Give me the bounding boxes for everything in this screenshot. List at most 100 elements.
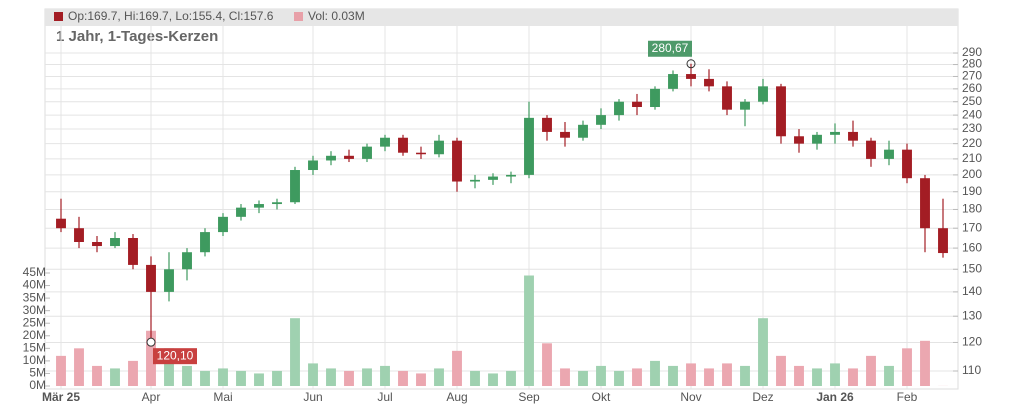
candle-body <box>506 175 516 177</box>
volume-tick-label: 10M <box>23 353 46 367</box>
candle-body <box>632 102 642 107</box>
volume-tick-label: 15M <box>23 341 46 355</box>
candle-body <box>650 89 660 107</box>
y-tick-label: 240 <box>962 107 982 121</box>
candle-body <box>830 132 840 135</box>
candle-body <box>578 125 588 138</box>
volume-bar <box>218 368 228 386</box>
candle-body <box>848 132 858 141</box>
x-tick-label: Jan 26 <box>816 390 854 404</box>
candle-body <box>758 86 768 101</box>
x-tick-label: Mär 25 <box>42 390 80 404</box>
candle-body <box>416 153 426 155</box>
y-tick-label: 180 <box>962 202 982 216</box>
volume-bar <box>182 366 192 386</box>
y-tick-label: 250 <box>962 94 982 108</box>
subtitle: 1 Jahr, 1-Tages-Kerzen <box>56 28 218 45</box>
candle-body <box>668 74 678 89</box>
candle-body <box>470 180 480 182</box>
y-tick-label: 160 <box>962 240 982 254</box>
volume-bar <box>326 368 336 386</box>
candle-body <box>92 242 102 246</box>
candle-body <box>56 219 66 229</box>
candle-body <box>434 141 444 155</box>
volume-bar <box>866 356 876 386</box>
candle-body <box>182 252 192 269</box>
volume-tick-label: 40M <box>23 278 46 292</box>
candle-body <box>146 265 156 292</box>
volume-bar <box>524 276 534 386</box>
x-tick-label: Sep <box>518 390 540 404</box>
volume-bar <box>794 366 804 386</box>
volume-bar <box>920 341 930 386</box>
candle-body <box>326 156 336 161</box>
candle-body <box>74 228 84 242</box>
volume-bar <box>236 371 246 386</box>
volume-bar <box>200 371 210 386</box>
volume-bar <box>632 368 642 386</box>
x-tick-label: Mai <box>213 390 232 404</box>
volume-bar <box>650 361 660 386</box>
candle-body <box>308 160 318 170</box>
x-tick-label: Jul <box>377 390 392 404</box>
y-tick-label: 220 <box>962 136 982 150</box>
candle-body <box>866 141 876 159</box>
x-tick-label: Jun <box>303 390 322 404</box>
volume-bar <box>56 356 66 386</box>
candle-body <box>254 204 264 208</box>
volume-bar <box>560 368 570 386</box>
candle-body <box>776 86 786 136</box>
y-tick-label: 170 <box>962 220 982 234</box>
candle-body <box>128 238 138 265</box>
volume-bar <box>542 343 552 386</box>
candle-body <box>380 138 390 147</box>
volume-bar <box>902 348 912 386</box>
legend-volume: Vol: 0.03M <box>308 9 365 23</box>
plot-frame <box>45 9 958 389</box>
volume-bar <box>308 363 318 386</box>
volume-bar <box>722 363 732 386</box>
max-label: 280,67 <box>652 41 689 55</box>
candle-body <box>452 141 462 182</box>
candle-body <box>398 138 408 153</box>
volume-bar <box>614 371 624 386</box>
candle-body <box>164 269 174 292</box>
volume-bar <box>578 371 588 386</box>
x-tick-label: Nov <box>680 390 701 404</box>
volume-tick-label: 35M <box>23 290 46 304</box>
candle-body <box>290 170 300 202</box>
volume-tick-label: 5M <box>29 366 46 380</box>
y-tick-label: 120 <box>962 335 982 349</box>
legend-swatch-price <box>54 12 63 21</box>
volume-tick-label: 30M <box>23 303 46 317</box>
candle-body <box>110 238 120 246</box>
min-label: 120,10 <box>157 348 194 362</box>
volume-bar <box>668 366 678 386</box>
candle-body <box>794 136 804 143</box>
volume-bar <box>380 366 390 386</box>
y-tick-label: 190 <box>962 184 982 198</box>
volume-bar <box>470 371 480 386</box>
candle-body <box>218 217 228 232</box>
legend-swatch-volume <box>294 12 303 21</box>
candle-body <box>236 208 246 217</box>
min-marker <box>147 338 155 346</box>
candle-body <box>524 118 534 175</box>
candle-body <box>902 150 912 179</box>
candle-body <box>740 102 750 110</box>
candle-body <box>200 232 210 252</box>
volume-bar <box>74 348 84 386</box>
volume-bar <box>506 371 516 386</box>
candle-body <box>488 177 498 180</box>
candle-body <box>596 115 606 125</box>
x-tick-label: Aug <box>446 390 467 404</box>
volume-bar <box>686 363 696 386</box>
volume-bar <box>758 318 768 386</box>
volume-bar <box>776 356 786 386</box>
candle-body <box>812 135 822 144</box>
volume-bar <box>488 373 498 386</box>
x-tick-label: Dez <box>752 390 773 404</box>
x-tick-label: Apr <box>142 390 161 404</box>
y-tick-label: 110 <box>962 363 981 377</box>
